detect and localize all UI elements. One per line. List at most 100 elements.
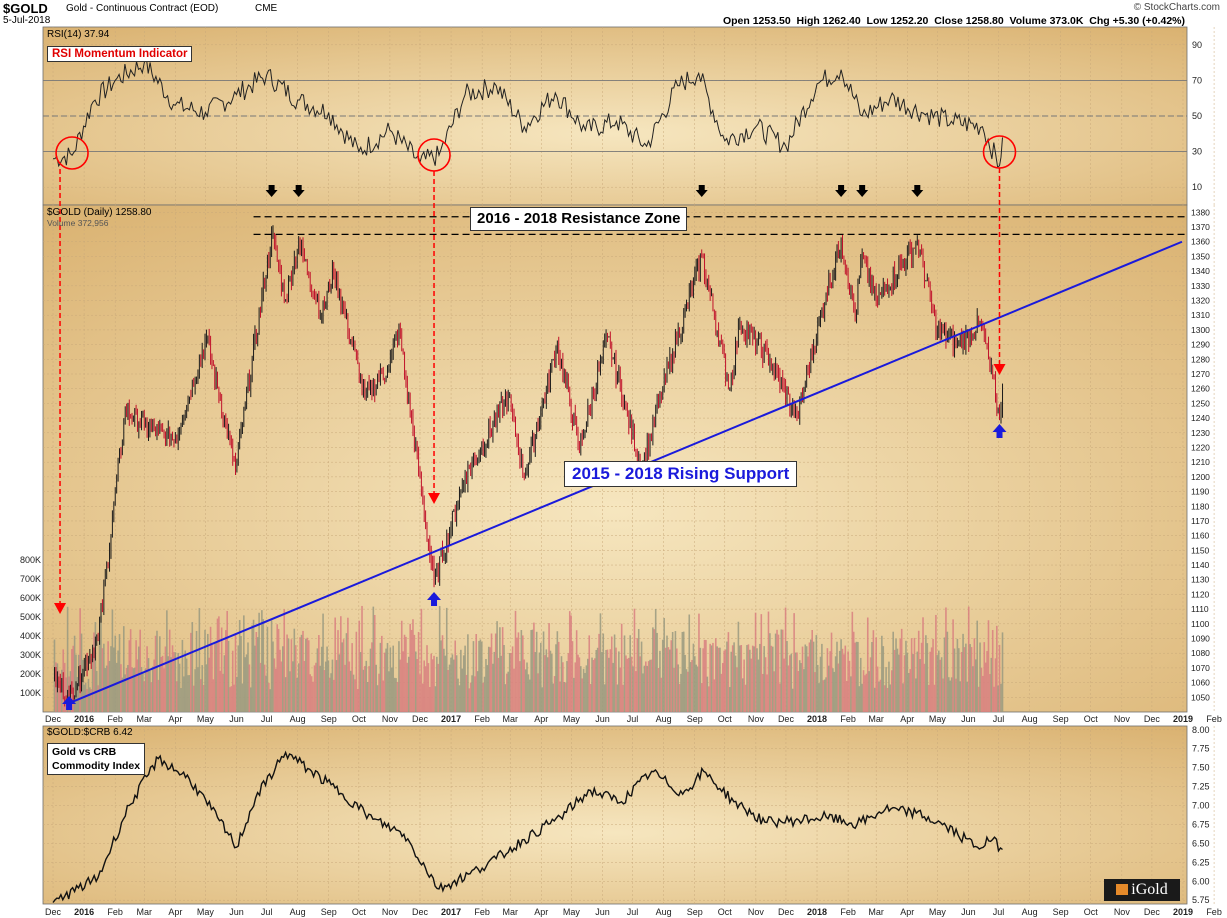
month-tick-label: 2016 xyxy=(74,907,94,917)
ticker-symbol: $GOLD xyxy=(3,1,48,16)
month-tick-label: May xyxy=(197,907,215,917)
price-tick-label: 1190 xyxy=(1191,487,1210,497)
rsi-oversold-circle xyxy=(55,136,89,170)
exchange-label: CME xyxy=(255,3,278,14)
month-tick-label: Sep xyxy=(687,907,703,917)
month-tick-label: Oct xyxy=(1084,907,1099,917)
ohlc-summary: Open 1253.50 High 1262.40 Low 1252.20 Cl… xyxy=(722,15,1185,27)
ratio-tick-label: 5.75 xyxy=(1192,895,1210,905)
month-tick-label: May xyxy=(929,714,947,724)
rsi-tick-label: 90 xyxy=(1192,40,1202,50)
month-tick-label: Jun xyxy=(595,907,610,917)
price-tick-label: 1090 xyxy=(1191,634,1210,644)
month-tick-label: Sep xyxy=(1053,714,1069,724)
red-down-arrow-icon xyxy=(993,364,1006,375)
support-arrow-icon xyxy=(427,592,442,606)
month-tick-label: Jul xyxy=(261,714,273,724)
logo-text: iGold xyxy=(1131,881,1168,898)
month-tick-label: Mar xyxy=(502,714,518,724)
month-tick-label: Feb xyxy=(107,907,123,917)
month-tick-label: 2017 xyxy=(441,907,461,917)
price-tick-label: 1380 xyxy=(1191,207,1210,217)
price-tick-label: 1370 xyxy=(1191,222,1210,232)
month-tick-label: Jul xyxy=(627,907,639,917)
price-tick-label: 1130 xyxy=(1191,575,1210,585)
month-tick-label: Mar xyxy=(137,714,153,724)
price-tick-label: 1060 xyxy=(1191,678,1210,688)
month-tick-label: Aug xyxy=(656,907,672,917)
rsi-tick-label: 30 xyxy=(1192,147,1202,157)
ratio-tick-label: 7.25 xyxy=(1192,782,1210,792)
month-tick-label: May xyxy=(563,907,581,917)
volume-tick-label: 800K xyxy=(20,555,41,565)
ratio-tick-label: 7.00 xyxy=(1192,801,1210,811)
month-tick-label: Mar xyxy=(137,907,153,917)
price-tick-label: 1120 xyxy=(1191,589,1210,599)
month-tick-label: Nov xyxy=(748,907,765,917)
month-tick-label: May xyxy=(563,714,581,724)
month-tick-label: Aug xyxy=(656,714,672,724)
month-tick-label: Oct xyxy=(718,907,733,917)
rsi-tick-label: 50 xyxy=(1192,111,1202,121)
price-tick-label: 1250 xyxy=(1191,398,1210,408)
month-tick-label: Dec xyxy=(412,907,429,917)
resistance-annotation: 2016 - 2018 Resistance Zone xyxy=(470,207,688,231)
month-tick-label: 2017 xyxy=(441,714,461,724)
volume-tick-label: 600K xyxy=(20,593,41,603)
volume-tick-label: 100K xyxy=(20,688,41,698)
volume-tick-label: 200K xyxy=(20,669,41,679)
price-tick-label: 1170 xyxy=(1191,516,1210,526)
price-tick-label: 1230 xyxy=(1191,428,1210,438)
volume-legend: Volume 372,956 xyxy=(47,218,109,228)
month-tick-label: Oct xyxy=(352,907,367,917)
rsi-tick-label: 10 xyxy=(1192,182,1202,192)
rsi-line xyxy=(52,56,1003,168)
month-tick-label: Nov xyxy=(748,714,765,724)
chart-date: 5-Jul-2018 xyxy=(3,15,51,26)
price-tick-label: 1200 xyxy=(1191,472,1210,482)
month-tick-label: Jun xyxy=(595,714,610,724)
month-tick-label: Sep xyxy=(321,714,337,724)
price-tick-label: 1290 xyxy=(1191,340,1210,350)
red-down-arrow-icon xyxy=(428,493,441,504)
month-tick-label: Feb xyxy=(840,714,856,724)
red-down-arrow-icon xyxy=(54,603,67,614)
month-tick-label: Aug xyxy=(1022,907,1038,917)
ratio-tick-label: 6.50 xyxy=(1192,838,1210,848)
month-tick-label: Feb xyxy=(840,907,856,917)
month-tick-label: 2019 xyxy=(1173,907,1193,917)
rsi-legend: RSI(14) 37.94 xyxy=(47,29,110,40)
price-tick-label: 1330 xyxy=(1191,281,1210,291)
month-tick-label: Apr xyxy=(168,714,182,724)
resistance-arrow-icon xyxy=(911,185,924,197)
month-tick-label: Feb xyxy=(474,714,490,724)
month-tick-label: Nov xyxy=(1114,714,1131,724)
month-tick-label: Oct xyxy=(1084,714,1099,724)
month-tick-label: Dec xyxy=(778,907,795,917)
month-tick-label: Feb xyxy=(1206,907,1222,917)
volume-tick-label: 400K xyxy=(20,631,41,641)
ratio-annotation-line2: Commodity Index xyxy=(52,760,141,772)
month-tick-label: Dec xyxy=(45,714,62,724)
month-tick-label: Dec xyxy=(1144,714,1161,724)
month-tick-label: Dec xyxy=(1144,907,1161,917)
month-tick-label: Sep xyxy=(321,907,337,917)
price-tick-label: 1100 xyxy=(1191,619,1210,629)
month-tick-label: Apr xyxy=(900,714,914,724)
support-arrow-icon xyxy=(62,696,77,710)
ratio-annotation-line1: Gold vs CRB xyxy=(52,746,117,758)
month-tick-label: 2018 xyxy=(807,714,827,724)
month-tick-label: May xyxy=(929,907,947,917)
month-tick-label: Jun xyxy=(229,714,244,724)
month-tick-label: Apr xyxy=(534,907,548,917)
month-tick-label: Nov xyxy=(382,714,399,724)
price-tick-label: 1300 xyxy=(1191,325,1210,335)
month-tick-label: May xyxy=(197,714,215,724)
ratio-line xyxy=(52,750,1003,903)
month-tick-label: Aug xyxy=(1022,714,1038,724)
month-tick-label: Dec xyxy=(778,714,795,724)
price-tick-label: 1240 xyxy=(1191,413,1210,423)
month-tick-label: Apr xyxy=(168,907,182,917)
price-tick-label: 1280 xyxy=(1191,354,1210,364)
month-tick-label: 2016 xyxy=(74,714,94,724)
